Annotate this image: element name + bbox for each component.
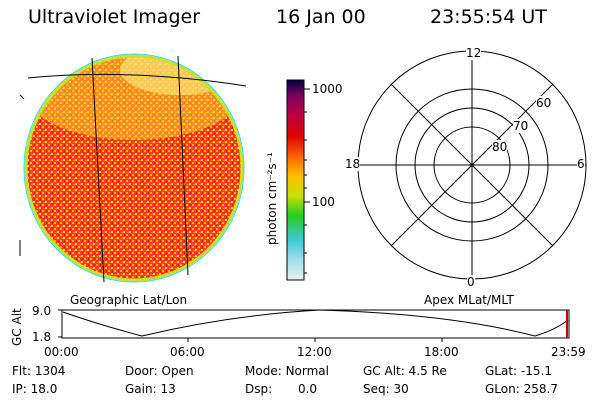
mlat-label-60: 60 xyxy=(536,96,552,110)
status-glon: GLon: 258.7 xyxy=(485,382,558,396)
status-flt: Flt: 1304 xyxy=(12,364,66,378)
mlt-label-12: 12 xyxy=(466,46,482,60)
status-ip: IP: 18.0 xyxy=(12,382,58,396)
status-gc-alt: GC Alt: 4.5 Re xyxy=(363,364,447,378)
instrument-title: Ultraviolet Imager xyxy=(28,6,201,28)
header-time: 23:55:54 UT xyxy=(430,6,547,28)
mlt-label-0: 0 xyxy=(467,275,475,289)
polar-caption: Apex MLat/MLT xyxy=(424,293,514,307)
status-gain: Gain: 13 xyxy=(125,382,176,396)
mlat-label-80: 80 xyxy=(492,140,508,154)
status-seq: Seq: 30 xyxy=(363,382,409,396)
colorbar xyxy=(286,79,310,281)
geographic-grid xyxy=(19,55,247,283)
altitude-ylabel: GC Alt xyxy=(10,308,24,346)
geo-caption: Geographic Lat/Lon xyxy=(70,293,188,307)
altitude-xtick-1800: 18:00 xyxy=(424,345,459,359)
uv-earth-disk xyxy=(23,53,245,283)
mlt-label-18: 18 xyxy=(345,157,361,171)
status-mode: Mode: Normal xyxy=(245,364,329,378)
mlt-label-6: 6 xyxy=(577,157,585,171)
altitude-xtick-0000: 00:00 xyxy=(44,345,79,359)
altitude-xtick-1200: 12:00 xyxy=(297,345,332,359)
altitude-xtick-2359: 23:59 xyxy=(551,345,586,359)
colorbar-unit-label: photon cm⁻²s⁻¹ xyxy=(265,152,279,245)
status-glat: GLat: -15.1 xyxy=(485,364,552,378)
altitude-xtick-0600: 06:00 xyxy=(170,345,205,359)
status-door: Door: Open xyxy=(125,364,194,378)
polar-plot xyxy=(357,50,587,280)
status-dsp: Dsp: 0.0 xyxy=(245,382,318,396)
altitude-plot xyxy=(58,309,570,342)
colorbar-tick-1000: 1000 xyxy=(312,82,343,96)
colorbar-tick-100: 100 xyxy=(312,195,335,209)
altitude-ytick-max: 9.0 xyxy=(32,304,52,318)
altitude-ytick-min: 1.8 xyxy=(32,330,52,344)
header-date: 16 Jan 00 xyxy=(276,6,366,28)
mlat-label-70: 70 xyxy=(513,119,529,133)
